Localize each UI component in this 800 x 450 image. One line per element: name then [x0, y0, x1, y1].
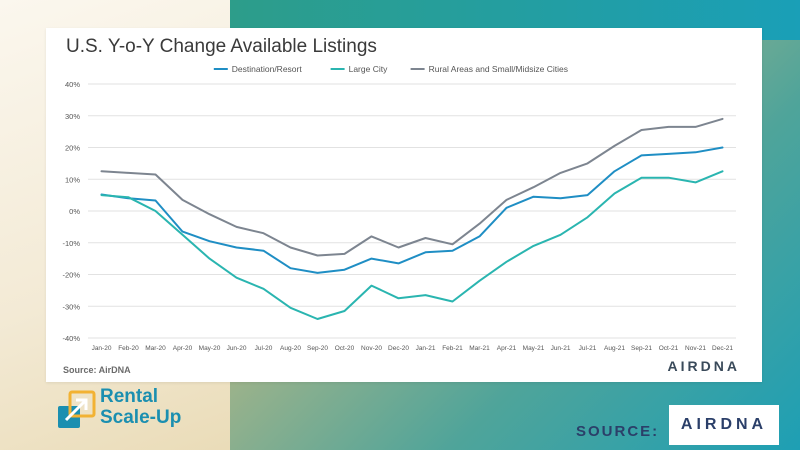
y-tick-label: -10% — [62, 239, 80, 248]
line-chart: 40% 30% 20% 10% 0% -10% -20% -30% -40% Jan-20 Feb-… — [62, 64, 736, 352]
rental-scale-up-logo: Rental Scale-Up — [56, 386, 216, 436]
expand-arrow-icon — [58, 390, 96, 428]
x-tick-label: Oct-20 — [335, 345, 355, 352]
y-tick-label: 30% — [65, 112, 80, 121]
series-line-0 — [100, 146, 724, 274]
airdna-footer-logo-text: AIRDNA — [680, 416, 768, 433]
series-line-1 — [100, 170, 724, 320]
legend-label-2: Rural Areas and Small/Midsize Cities — [429, 64, 568, 74]
x-tick-label: Apr-20 — [173, 345, 193, 352]
x-tick-label: Nov-20 — [361, 345, 382, 352]
x-tick-label: Feb-20 — [118, 345, 139, 352]
y-tick-label: -30% — [62, 302, 80, 311]
y-tick-label: -20% — [62, 271, 80, 280]
x-tick-label: Oct-21 — [659, 345, 679, 352]
series-line-2 — [100, 117, 724, 257]
chart-title: U.S. Y-o-Y Change Available Listings — [66, 36, 377, 57]
x-tick-label: Dec-20 — [388, 345, 409, 352]
x-tick-label: Apr-21 — [497, 345, 517, 352]
x-tick-label: Dec-21 — [712, 345, 733, 352]
legend-label-1: Large City — [349, 64, 388, 74]
y-tick-label: 10% — [65, 175, 80, 184]
airdna-footer-logo: AIRDNA — [669, 405, 779, 445]
y-tick-label: -40% — [62, 334, 80, 343]
x-tick-label: May-21 — [523, 345, 545, 352]
x-tick-label: Jul-20 — [255, 345, 273, 352]
x-tick-label: Jun-20 — [227, 345, 247, 352]
brand-name: Rental Scale-Up — [100, 386, 181, 428]
x-tick-label: Aug-21 — [604, 345, 625, 352]
x-tick-label: Jun-21 — [551, 345, 571, 352]
x-tick-label: Jan-20 — [92, 345, 112, 352]
x-tick-label: Nov-21 — [685, 345, 706, 352]
y-tick-label: 0% — [69, 207, 80, 216]
chart-card: 40% 30% 20% 10% 0% -10% -20% -30% -40% Jan-20 Feb-… — [46, 28, 762, 382]
y-tick-label: 40% — [65, 80, 80, 89]
source-text: Source: AirDNA — [63, 365, 131, 375]
x-tick-label: Jul-21 — [579, 345, 597, 352]
x-tick-label: Mar-20 — [145, 345, 166, 352]
legend-label-0: Destination/Resort — [232, 64, 303, 74]
brand-name-line2: Scale-Up — [100, 407, 182, 428]
y-tick-label: 20% — [65, 144, 80, 153]
x-tick-label: Sep-20 — [307, 345, 328, 352]
x-tick-label: Aug-20 — [280, 345, 301, 352]
x-tick-label: Mar-21 — [469, 345, 490, 352]
brand-name-line1: Rental — [100, 386, 159, 407]
source-label: SOURCE: — [576, 423, 660, 440]
x-tick-label: May-20 — [199, 345, 221, 352]
airdna-card-logo: AIRDNA — [667, 358, 740, 374]
x-tick-label: Feb-21 — [442, 345, 463, 352]
x-tick-label: Jan-21 — [416, 345, 436, 352]
x-tick-label: Sep-21 — [631, 345, 652, 352]
